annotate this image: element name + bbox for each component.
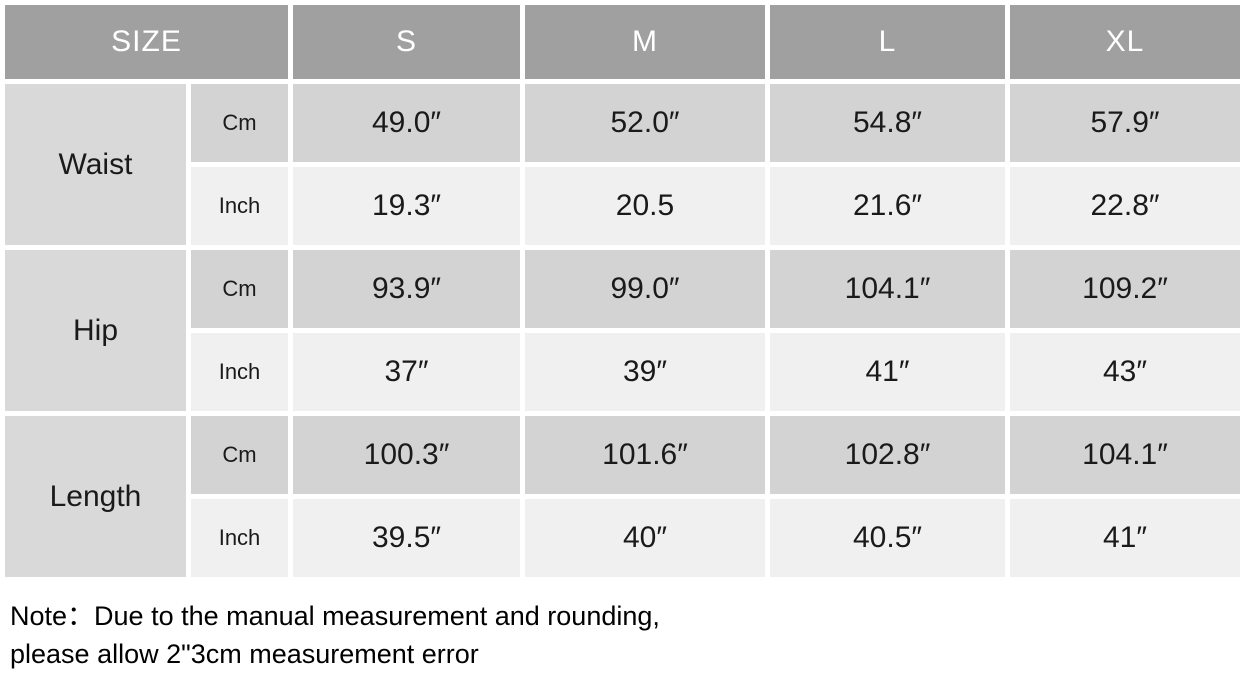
size-chart-table: SIZE S M L XL Waist Cm 49.0″ 52.0″ 54.8″… [5, 5, 1240, 577]
value-cell: 41″ [1010, 499, 1240, 577]
unit-label: Inch [191, 333, 288, 411]
value-cell: 49.0″ [293, 84, 520, 162]
value-cell: 40″ [525, 499, 765, 577]
table-row: Hip Cm 93.9″ 99.0″ 104.1″ 109.2″ [5, 250, 1240, 411]
unit-label: Inch [191, 167, 288, 245]
value-cell: 102.8″ [770, 416, 1005, 494]
row-label-waist: Waist [5, 84, 186, 245]
value-cell: 21.6″ [770, 167, 1005, 245]
measurement-note: Note：Due to the manual measurement and r… [10, 598, 1245, 674]
header-col-l: L [770, 5, 1005, 79]
value-cell: 40.5″ [770, 499, 1005, 577]
value-cell: 54.8″ [770, 84, 1005, 162]
header-col-s: S [293, 5, 520, 79]
value-cell: 43″ [1010, 333, 1240, 411]
table-row: Inch 37″ 39″ 41″ 43″ [5, 333, 1240, 411]
value-cell: 20.5 [525, 167, 765, 245]
value-cell: 109.2″ [1010, 250, 1240, 328]
table-row: Inch 39.5″ 40″ 40.5″ 41″ [5, 499, 1240, 577]
note-line-1: Note：Due to the manual measurement and r… [10, 601, 660, 631]
header-col-m: M [525, 5, 765, 79]
unit-label: Cm [191, 250, 288, 328]
value-cell: 104.1″ [1010, 416, 1240, 494]
table-row: Length Cm 100.3″ 101.6″ 102.8″ 104.1″ [5, 416, 1240, 577]
value-cell: 99.0″ [525, 250, 765, 328]
value-cell: 41″ [770, 333, 1005, 411]
value-cell: 19.3″ [293, 167, 520, 245]
row-label-length: Length [5, 416, 186, 577]
header-size-label: SIZE [5, 5, 288, 79]
value-cell: 93.9″ [293, 250, 520, 328]
header-row: SIZE S M L XL [5, 5, 1240, 79]
value-cell: 101.6″ [525, 416, 765, 494]
row-label-hip: Hip [5, 250, 186, 411]
value-cell: 22.8″ [1010, 167, 1240, 245]
value-cell: 52.0″ [525, 84, 765, 162]
value-cell: 39″ [525, 333, 765, 411]
value-cell: 104.1″ [770, 250, 1005, 328]
value-cell: 37″ [293, 333, 520, 411]
header-col-xl: XL [1010, 5, 1240, 79]
note-line-2: please allow 2"3cm measurement error [10, 638, 479, 669]
table-row: Waist Cm 49.0″ 52.0″ 54.8″ 57.9″ [5, 84, 1240, 245]
value-cell: 39.5″ [293, 499, 520, 577]
value-cell: 57.9″ [1010, 84, 1240, 162]
unit-label: Cm [191, 416, 288, 494]
table-row: Inch 19.3″ 20.5 21.6″ 22.8″ [5, 167, 1240, 245]
unit-label: Inch [191, 499, 288, 577]
unit-label: Cm [191, 84, 288, 162]
value-cell: 100.3″ [293, 416, 520, 494]
